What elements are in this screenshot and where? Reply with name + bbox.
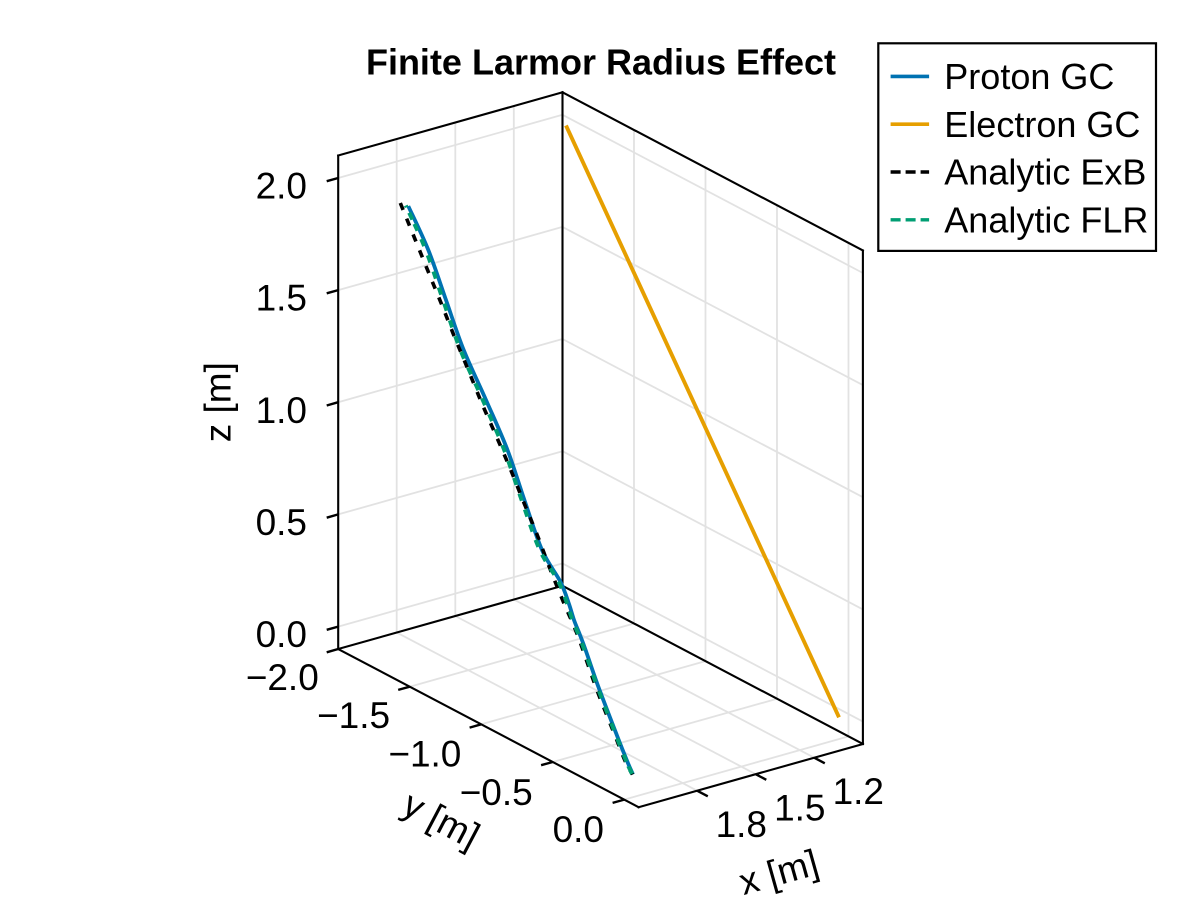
- svg-text:Proton GC: Proton GC: [944, 56, 1114, 97]
- svg-text:0.0: 0.0: [553, 809, 604, 850]
- svg-text:Finite Larmor Radius Effect: Finite Larmor Radius Effect: [366, 42, 836, 83]
- svg-text:1.8: 1.8: [716, 804, 767, 845]
- svg-text:1.5: 1.5: [256, 278, 307, 319]
- svg-text:0.0: 0.0: [256, 614, 307, 655]
- svg-text:−2.0: −2.0: [246, 657, 319, 698]
- svg-text:2.0: 2.0: [256, 166, 307, 207]
- svg-text:−1.5: −1.5: [317, 695, 390, 736]
- svg-text:1.0: 1.0: [256, 390, 307, 431]
- svg-text:−1.0: −1.0: [388, 734, 461, 775]
- svg-text:1.5: 1.5: [774, 787, 825, 828]
- svg-text:1.2: 1.2: [833, 771, 884, 812]
- svg-text:Electron GC: Electron GC: [944, 104, 1140, 145]
- svg-text:Analytic FLR: Analytic FLR: [944, 199, 1148, 240]
- svg-text:0.5: 0.5: [256, 502, 307, 543]
- svg-text:Analytic ExB: Analytic ExB: [944, 152, 1146, 193]
- svg-text:z [m]: z [m]: [198, 362, 239, 442]
- svg-text:−0.5: −0.5: [460, 772, 533, 813]
